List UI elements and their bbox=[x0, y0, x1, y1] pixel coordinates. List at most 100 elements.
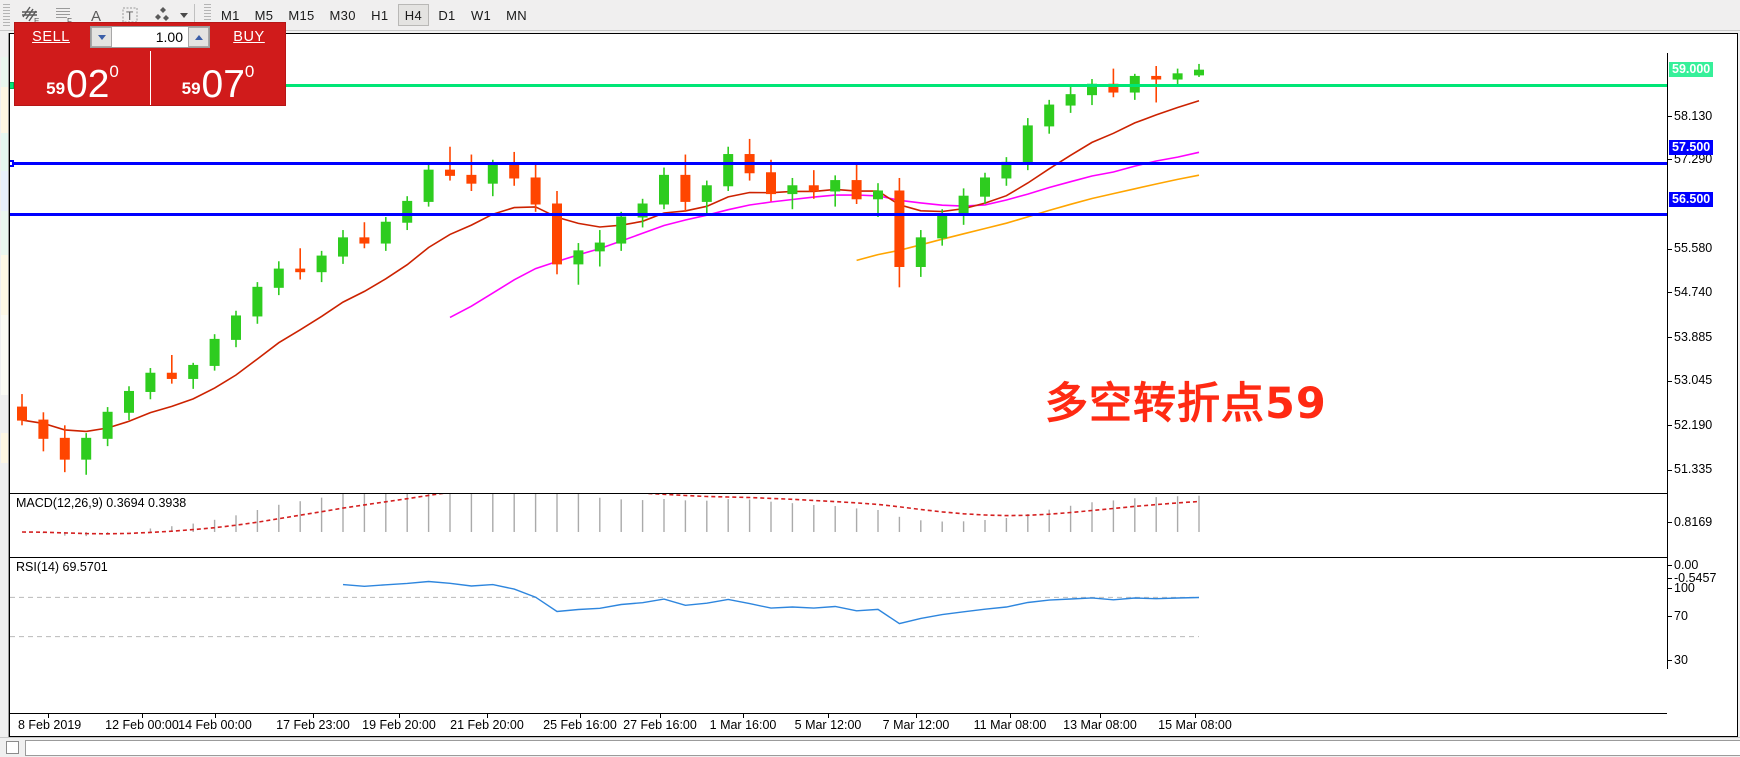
ask-price-line[interactable] bbox=[10, 82, 1667, 89]
buy-price-big: 07 bbox=[201, 62, 245, 106]
time-tick bbox=[660, 714, 661, 718]
time-tick bbox=[1010, 714, 1011, 718]
volume-decrease-button[interactable] bbox=[91, 27, 112, 47]
time-label: 13 Mar 08:00 bbox=[1063, 718, 1137, 732]
time-label: 1 Mar 16:00 bbox=[709, 718, 777, 732]
price-tick: 53.885 bbox=[1668, 330, 1712, 344]
time-label: 11 Mar 08:00 bbox=[973, 718, 1047, 732]
volume-stepper[interactable]: 1.00 bbox=[90, 26, 210, 48]
time-tick bbox=[1100, 714, 1101, 718]
text-tool-icon[interactable]: A bbox=[80, 1, 113, 30]
grid-icon[interactable]: F bbox=[47, 1, 80, 30]
macd-title: MACD(12,26,9) 0.3694 0.3938 bbox=[16, 496, 187, 510]
status-field[interactable] bbox=[25, 739, 1740, 756]
time-label: 15 Mar 08:00 bbox=[1158, 718, 1232, 732]
time-label: 17 Feb 23:00 bbox=[276, 718, 350, 732]
buy-price-prefix: 59 bbox=[181, 79, 201, 98]
objects-dropdown-caret[interactable] bbox=[180, 12, 188, 18]
trade-panel-top-row: SELL 1.00 BUY bbox=[15, 23, 285, 51]
timeframe-m30[interactable]: M30 bbox=[329, 7, 356, 23]
sell-price[interactable]: 59 02 0 bbox=[15, 51, 150, 105]
volume-input[interactable]: 1.00 bbox=[155, 29, 183, 45]
price-tick: 52.190 bbox=[1668, 418, 1712, 432]
left-rail-scrollbar[interactable] bbox=[0, 33, 9, 737]
time-label: 7 Mar 12:00 bbox=[882, 718, 950, 732]
price-tick: 54.740 bbox=[1668, 285, 1712, 299]
status-checkbox[interactable] bbox=[6, 741, 19, 754]
ask-line-label[interactable]: 59.000 bbox=[1669, 62, 1714, 78]
main-toolbar: E F A T bbox=[0, 0, 1740, 31]
timeframe-d1[interactable]: D1 bbox=[438, 7, 456, 23]
status-bar bbox=[0, 737, 1740, 757]
timeframe-h4[interactable]: H4 bbox=[397, 4, 429, 26]
timeframe-h1[interactable]: H1 bbox=[371, 7, 389, 23]
time-tick bbox=[916, 714, 917, 718]
buy-price-fraction: 0 bbox=[244, 62, 255, 81]
rsi-title: RSI(14) 69.5701 bbox=[16, 560, 108, 574]
buy-button[interactable]: BUY bbox=[233, 29, 265, 45]
timeframe-m1[interactable]: M1 bbox=[221, 7, 240, 23]
resistance-line-57500-label[interactable]: 57.500 bbox=[1669, 140, 1714, 156]
time-label: 8 Feb 2019 bbox=[18, 718, 82, 732]
time-label: 27 Feb 16:00 bbox=[623, 718, 697, 732]
price-tick: 57.290 bbox=[1668, 152, 1712, 166]
price-tick: 53.045 bbox=[1668, 373, 1712, 387]
objects-icon[interactable] bbox=[146, 1, 179, 30]
buy-price[interactable]: 59 07 0 bbox=[150, 51, 285, 105]
chart-annotation-text[interactable]: 多空转折点59 bbox=[1045, 379, 1327, 429]
time-scale[interactable]: 8 Feb 2019 12 Feb 00:00 14 Feb 00:00 17 Feb… bbox=[10, 713, 1667, 736]
support-line-56500-label[interactable]: 56.500 bbox=[1669, 192, 1714, 208]
time-label: 5 Mar 12:00 bbox=[794, 718, 862, 732]
svg-text:F: F bbox=[67, 17, 72, 26]
timeframe-m15[interactable]: M15 bbox=[288, 7, 315, 23]
trade-panel-prices: 59 02 0 59 07 0 bbox=[15, 51, 285, 105]
timeframe-w1[interactable]: W1 bbox=[470, 7, 492, 23]
indicators-icon[interactable]: E bbox=[14, 1, 47, 30]
macd-scale-label: 0.8169 bbox=[1668, 515, 1712, 529]
timeframe-bar: M1 M5 M15 M30 H1 H4 D1 W1 MN bbox=[215, 4, 536, 26]
time-tick bbox=[48, 714, 49, 718]
price-tick: 55.580 bbox=[1668, 241, 1712, 255]
macd-subwindow[interactable]: MACD(12,26,9) 0.3694 0.3938 bbox=[10, 493, 1667, 557]
price-tick: 58.130 bbox=[1668, 109, 1712, 123]
one-click-trade-panel[interactable]: SELL 1.00 BUY 59 02 0 59 07 0 bbox=[14, 22, 286, 106]
sell-price-big: 02 bbox=[66, 62, 110, 106]
timeframe-grip[interactable] bbox=[204, 4, 211, 26]
time-tick bbox=[1195, 714, 1196, 718]
chart-window[interactable]: USOil-,H4 58.930 59.140 58.890 59.020 多空… bbox=[9, 33, 1738, 737]
time-label: 19 Feb 20:00 bbox=[362, 718, 436, 732]
price-scale[interactable]: 58.130 57.290 55.580 54.740 53.885 53.045 52.1… bbox=[1667, 53, 1737, 669]
time-tick bbox=[828, 714, 829, 718]
toolbar-grip[interactable] bbox=[3, 4, 10, 26]
volume-increase-button[interactable] bbox=[188, 27, 209, 47]
svg-text:A: A bbox=[91, 8, 101, 25]
timeframe-m5[interactable]: M5 bbox=[254, 7, 274, 23]
price-tick: 51.335 bbox=[1668, 462, 1712, 476]
time-label: 21 Feb 20:00 bbox=[450, 718, 524, 732]
rsi-subwindow[interactable]: RSI(14) 69.5701 bbox=[10, 557, 1667, 669]
resistance-line-57500[interactable] bbox=[10, 160, 1667, 167]
time-tick bbox=[142, 714, 143, 718]
timeframe-mn[interactable]: MN bbox=[506, 7, 527, 23]
sell-price-prefix: 59 bbox=[46, 79, 66, 98]
rsi-scale-label: 30 bbox=[1668, 653, 1688, 667]
svg-text:T: T bbox=[126, 9, 134, 23]
rsi-scale-label: 70 bbox=[1668, 609, 1688, 623]
time-label: 12 Feb 00:00 bbox=[105, 718, 179, 732]
time-label: 14 Feb 00:00 bbox=[178, 718, 252, 732]
price-plot[interactable]: 多空转折点59 bbox=[10, 53, 1667, 493]
time-tick bbox=[399, 714, 400, 718]
rsi-series bbox=[10, 580, 1200, 638]
time-tick bbox=[487, 714, 488, 718]
svg-text:E: E bbox=[34, 17, 39, 26]
macd-series bbox=[21, 494, 1200, 537]
sell-button[interactable]: SELL bbox=[32, 29, 70, 45]
support-line-56500[interactable] bbox=[10, 213, 1667, 216]
time-tick bbox=[580, 714, 581, 718]
rsi-scale-label: 100 bbox=[1668, 581, 1695, 595]
toolbar-separator bbox=[194, 4, 195, 26]
candlestick-series bbox=[17, 63, 1204, 475]
macd-scale-label: 0.00 bbox=[1668, 558, 1698, 572]
time-tick bbox=[743, 714, 744, 718]
